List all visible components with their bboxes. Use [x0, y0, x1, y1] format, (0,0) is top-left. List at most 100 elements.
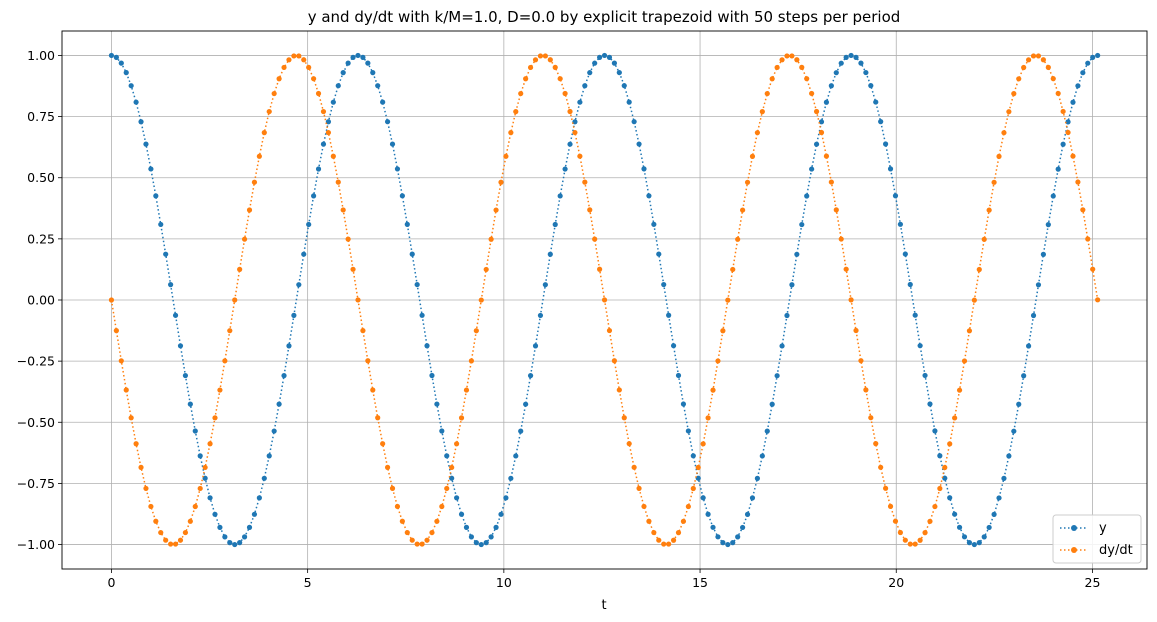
- data-point: [518, 428, 524, 434]
- data-point: [335, 83, 341, 89]
- data-point: [1040, 251, 1046, 257]
- data-point: [981, 236, 987, 242]
- data-point: [705, 511, 711, 517]
- data-point: [1001, 475, 1007, 481]
- data-point: [670, 343, 677, 349]
- data-point: [996, 495, 1002, 501]
- data-point: [917, 537, 923, 543]
- data-point: [172, 312, 179, 318]
- data-point: [1045, 222, 1051, 228]
- data-point: [463, 524, 470, 530]
- data-point: [301, 251, 307, 257]
- data-point: [720, 540, 726, 546]
- series-y: [108, 52, 1101, 548]
- data-point: [666, 312, 672, 318]
- data-point: [917, 343, 923, 349]
- data-point: [340, 207, 346, 213]
- data-point: [434, 401, 440, 407]
- data-point: [740, 524, 746, 531]
- data-point: [991, 179, 997, 185]
- data-point: [577, 153, 583, 159]
- data-point: [631, 119, 637, 125]
- data-point: [123, 387, 129, 393]
- data-point: [774, 373, 780, 379]
- data-point: [182, 372, 189, 379]
- data-point: [700, 495, 706, 501]
- data-point: [986, 524, 992, 531]
- data-point: [1095, 297, 1101, 303]
- data-point: [587, 207, 593, 213]
- data-point: [1006, 453, 1012, 459]
- data-point: [153, 193, 159, 199]
- data-point: [419, 312, 425, 318]
- data-point: [478, 541, 484, 548]
- data-point: [454, 495, 460, 501]
- data-point: [311, 193, 317, 199]
- data-point: [1075, 179, 1081, 185]
- data-point: [394, 166, 401, 172]
- data-point: [966, 328, 973, 334]
- data-point: [996, 153, 1002, 159]
- data-point: [138, 464, 144, 470]
- data-point: [651, 221, 657, 227]
- data-point: [789, 282, 795, 288]
- data-point: [902, 537, 908, 543]
- data-point: [656, 537, 662, 543]
- data-point: [1026, 343, 1032, 349]
- data-point: [784, 53, 790, 59]
- data-point: [384, 464, 391, 470]
- data-point: [873, 441, 879, 447]
- data-point: [380, 99, 386, 105]
- data-point: [237, 540, 243, 546]
- data-point: [311, 76, 317, 82]
- data-point: [375, 415, 381, 421]
- data-point: [892, 193, 899, 199]
- data-point: [562, 90, 568, 97]
- data-point: [281, 373, 287, 379]
- data-point: [532, 57, 539, 63]
- data-point: [399, 193, 405, 199]
- data-point: [241, 236, 248, 242]
- data-point: [927, 401, 933, 407]
- data-point: [251, 511, 258, 517]
- data-point: [325, 119, 332, 125]
- data-point: [606, 54, 613, 60]
- data-point: [1045, 64, 1051, 70]
- data-point: [355, 52, 361, 59]
- data-point: [897, 529, 904, 536]
- data-point: [444, 485, 450, 492]
- data-point: [754, 475, 761, 481]
- data-point: [592, 60, 598, 66]
- data-point: [611, 60, 618, 66]
- data-point: [611, 358, 618, 364]
- data-point: [498, 179, 504, 185]
- data-point: [1040, 57, 1046, 63]
- x-axis: 0 5 10 15 20 25: [107, 569, 1100, 590]
- data-point: [187, 518, 193, 524]
- data-point: [1021, 64, 1027, 71]
- data-point: [680, 401, 687, 407]
- data-point: [725, 541, 731, 548]
- data-point: [1075, 83, 1081, 89]
- data-point: [148, 503, 154, 510]
- x-tick-label: 25: [1085, 575, 1101, 590]
- data-point: [409, 251, 415, 257]
- data-point: [434, 518, 440, 524]
- data-point: [833, 207, 839, 213]
- legend-label-y: y: [1099, 521, 1107, 536]
- data-point: [685, 503, 691, 510]
- data-point: [887, 503, 894, 509]
- data-point: [222, 534, 228, 540]
- data-point: [217, 387, 223, 393]
- data-point: [937, 453, 943, 459]
- data-point: [956, 387, 963, 393]
- data-point: [320, 108, 327, 115]
- data-point: [394, 503, 401, 510]
- data-point: [518, 90, 524, 97]
- data-point: [488, 236, 494, 242]
- data-point: [439, 428, 445, 434]
- data-point: [177, 537, 184, 543]
- data-point: [858, 60, 864, 66]
- data-point: [399, 518, 405, 524]
